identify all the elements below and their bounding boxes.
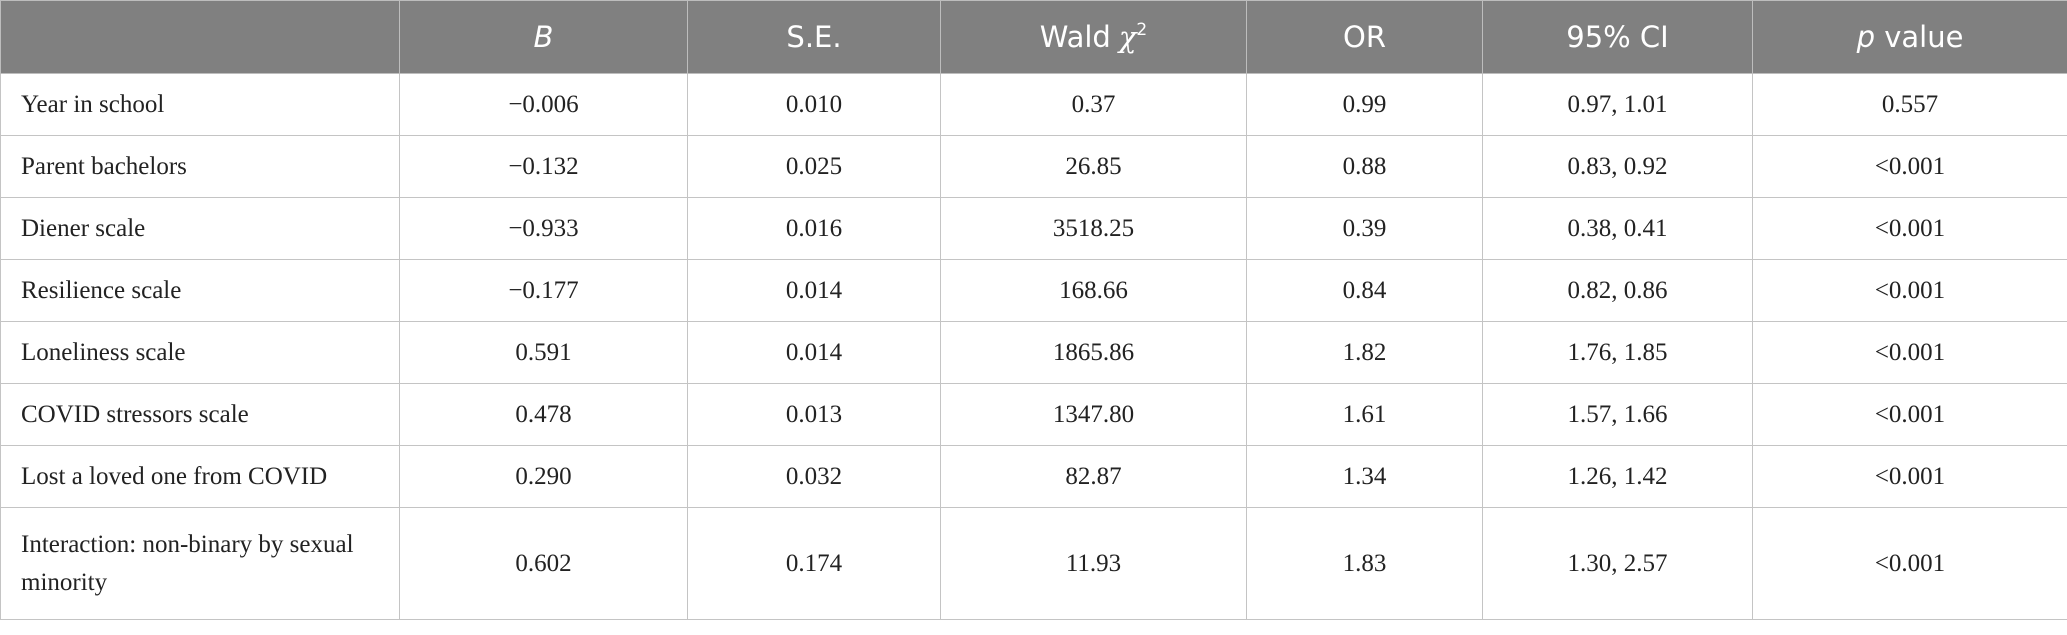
row-label: Diener scale xyxy=(0,197,400,260)
cell: <0.001 xyxy=(1752,135,2067,198)
cell: 0.39 xyxy=(1246,197,1483,260)
cell: 1.57, 1.66 xyxy=(1482,383,1753,446)
header-row: B S.E. Wald χ2 OR 95% CI p value xyxy=(0,0,2067,74)
cell: 0.99 xyxy=(1246,73,1483,136)
cell: 1.61 xyxy=(1246,383,1483,446)
cell: 168.66 xyxy=(940,259,1247,322)
cell: 0.025 xyxy=(687,135,941,198)
header-cell xyxy=(0,0,400,74)
cell: 11.93 xyxy=(940,507,1247,620)
row-label: COVID stressors scale xyxy=(0,383,400,446)
cell: 0.37 xyxy=(940,73,1247,136)
cell: 0.88 xyxy=(1246,135,1483,198)
cell: 1.82 xyxy=(1246,321,1483,384)
cell: <0.001 xyxy=(1752,321,2067,384)
results-table: B S.E. Wald χ2 OR 95% CI p value Year in schoo… xyxy=(0,0,2067,620)
table-row: Interaction: non-binary by sexual minori… xyxy=(0,507,2067,620)
header-text: Wald xyxy=(1039,20,1111,54)
cell: 0.82, 0.86 xyxy=(1482,259,1753,322)
cell: <0.001 xyxy=(1752,383,2067,446)
cell: <0.001 xyxy=(1752,445,2067,508)
cell: 1.83 xyxy=(1246,507,1483,620)
cell: 1.26, 1.42 xyxy=(1482,445,1753,508)
cell: −0.006 xyxy=(399,73,688,136)
cell: 26.85 xyxy=(940,135,1247,198)
cell: 0.016 xyxy=(687,197,941,260)
cell: 0.84 xyxy=(1246,259,1483,322)
header-text: B xyxy=(533,20,554,54)
table-header: B S.E. Wald χ2 OR 95% CI p value xyxy=(0,0,2067,74)
row-label: Loneliness scale xyxy=(0,321,400,384)
row-label: Year in school xyxy=(0,73,400,136)
table-body: Year in school −0.006 0.010 0.37 0.99 0.97, 1… xyxy=(0,73,2067,620)
cell: 0.602 xyxy=(399,507,688,620)
cell: 0.478 xyxy=(399,383,688,446)
cell: 0.97, 1.01 xyxy=(1482,73,1753,136)
cell: 1865.86 xyxy=(940,321,1247,384)
row-label: Resilience scale xyxy=(0,259,400,322)
header-cell: p value xyxy=(1752,0,2067,74)
cell: 1.76, 1.85 xyxy=(1482,321,1753,384)
cell: −0.933 xyxy=(399,197,688,260)
cell: 0.014 xyxy=(687,321,941,384)
header-cell: B xyxy=(399,0,688,74)
cell: 1.34 xyxy=(1246,445,1483,508)
cell: <0.001 xyxy=(1752,259,2067,322)
cell: 1347.80 xyxy=(940,383,1247,446)
header-cell: S.E. xyxy=(687,0,941,74)
cell: 1.30, 2.57 xyxy=(1482,507,1753,620)
cell: 82.87 xyxy=(940,445,1247,508)
cell: 0.591 xyxy=(399,321,688,384)
table-row: Diener scale −0.933 0.016 3518.25 0.39 0.38, … xyxy=(0,197,2067,260)
cell: 0.83, 0.92 xyxy=(1482,135,1753,198)
table-row: COVID stressors scale 0.478 0.013 1347.80 1.… xyxy=(0,383,2067,446)
header-text: p xyxy=(1856,20,1875,54)
header-cell: 95% CI xyxy=(1482,0,1753,74)
cell: 0.032 xyxy=(687,445,941,508)
cell: 0.290 xyxy=(399,445,688,508)
header-text: χ xyxy=(1118,20,1137,54)
row-label: Parent bachelors xyxy=(0,135,400,198)
header-text: 2 xyxy=(1136,20,1148,40)
cell: 0.557 xyxy=(1752,73,2067,136)
header-cell: Wald χ2 xyxy=(940,0,1247,74)
header-text: S.E. xyxy=(786,20,842,54)
header-text: 95% CI xyxy=(1566,20,1669,54)
cell: <0.001 xyxy=(1752,197,2067,260)
cell: 3518.25 xyxy=(940,197,1247,260)
row-label: Lost a loved one from COVID xyxy=(0,445,400,508)
cell: 0.38, 0.41 xyxy=(1482,197,1753,260)
cell: 0.010 xyxy=(687,73,941,136)
table-row: Resilience scale −0.177 0.014 168.66 0.84 0.8… xyxy=(0,259,2067,322)
cell: −0.177 xyxy=(399,259,688,322)
table-row: Parent bachelors −0.132 0.025 26.85 0.88 0.83… xyxy=(0,135,2067,198)
table-row: Loneliness scale 0.591 0.014 1865.86 1.82 1.7… xyxy=(0,321,2067,384)
header-text: value xyxy=(1874,20,1964,54)
header-cell: OR xyxy=(1246,0,1483,74)
table-row: Year in school −0.006 0.010 0.37 0.99 0.97, 1… xyxy=(0,73,2067,136)
cell: 0.014 xyxy=(687,259,941,322)
cell: −0.132 xyxy=(399,135,688,198)
row-label: Interaction: non-binary by sexual minori… xyxy=(0,507,400,620)
table-row: Lost a loved one from COVID 0.290 0.032 82.… xyxy=(0,445,2067,508)
cell: 0.013 xyxy=(687,383,941,446)
header-text: OR xyxy=(1343,20,1386,54)
cell: <0.001 xyxy=(1752,507,2067,620)
cell: 0.174 xyxy=(687,507,941,620)
